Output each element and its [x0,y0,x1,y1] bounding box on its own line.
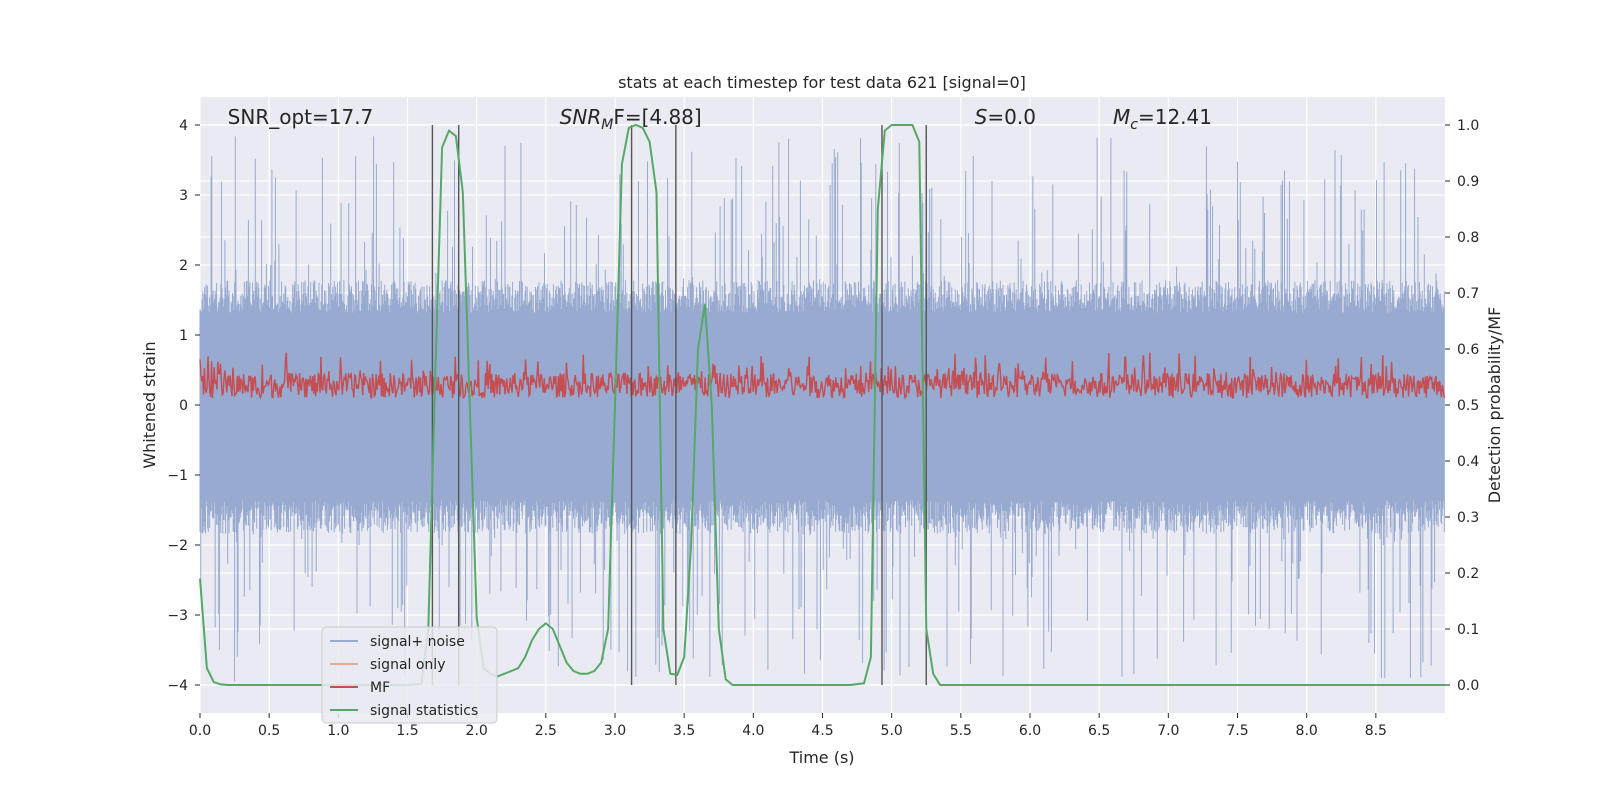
x-tick-label: 2.5 [535,723,557,739]
annotation-text: SNRMF=[4.88] [560,105,702,133]
annotation-text: SNR_opt=17.7 [228,105,374,129]
legend: signal+ noise signal only MF signal statist… [321,626,498,724]
x-tick-label: 0.5 [258,723,280,739]
y2-tick-label: 0.6 [1457,342,1479,358]
y2-tick-label: 0.7 [1457,286,1479,302]
x-tick-label: 8.0 [1296,723,1318,739]
y2-tick-label: 0.9 [1457,174,1479,190]
x-axis-label: Time (s) [788,748,854,767]
legend-box [321,626,498,724]
x-tick-label: 8.5 [1365,723,1387,739]
y-axis-label: Whitened strain [140,341,159,468]
x-tick-label: 2.0 [466,723,488,739]
signal-statistics-line [199,123,1445,686]
y-tick-label: 2 [179,258,188,274]
y-tick-label: 4 [179,118,188,134]
signal-statistics-series [199,123,1445,686]
legend-label: signal+ noise [370,634,465,650]
x-tick-label: 0.0 [189,723,211,739]
y2-tick-label: 0.4 [1457,454,1479,470]
x-tick-label: 5.5 [950,723,972,739]
mf-line [199,352,1446,400]
legend-label: MF [370,680,390,696]
vertical-markers [431,125,927,685]
y-tick-label: 3 [179,188,188,204]
x-tick-label: 6.0 [1019,723,1041,739]
annotation-text: S=0.0 [975,105,1036,129]
y2-tick-label: 0.0 [1457,678,1479,694]
axes: 0.0 0.5 1.0 1.5 2.0 2.5 3.0 3.5 4.0 4.5 5.0 5.5 6.0 6… [167,118,1479,739]
x-tick-label: 6.5 [1088,723,1110,739]
y2-tick-label: 0.8 [1457,230,1479,246]
x-tick-label: 1.0 [327,723,349,739]
annotation-text: Mc=12.41 [1113,105,1212,133]
y2-axis-label: Detection probability/MF [1485,307,1504,504]
x-tick-label: 5.0 [881,723,903,739]
y-tick-label: −4 [167,678,188,694]
annotations: SNR_opt=17.7 SNRMF=[4.88] S=0.0 Mc=12.41 [228,105,1212,133]
x-tick-label: 4.0 [742,723,764,739]
y2-tick-label: 0.1 [1457,622,1479,638]
y-tick-label: −1 [167,468,188,484]
y2-tick-label: 0.5 [1457,398,1479,414]
x-tick-label: 1.5 [396,723,418,739]
y-tick-label: −2 [167,538,188,554]
y2-tick-label: 0.2 [1457,566,1479,582]
legend-label: signal only [370,657,445,673]
x-tick-label: 3.0 [604,723,626,739]
x-tick-label: 4.5 [811,723,833,739]
y2-tick-label: 0.3 [1457,510,1479,526]
y2-tick-label: 1.0 [1457,118,1479,134]
x-tick-label: 7.5 [1226,723,1248,739]
chart-title: stats at each timestep for test data 621… [618,73,1026,92]
y-tick-label: 0 [179,398,188,414]
legend-label: signal statistics [370,703,478,719]
y-tick-label: −3 [167,608,188,624]
x-tick-label: 7.0 [1157,723,1179,739]
mf-series [199,352,1446,400]
y-tick-label: 1 [179,328,188,344]
x-tick-label: 3.5 [673,723,695,739]
